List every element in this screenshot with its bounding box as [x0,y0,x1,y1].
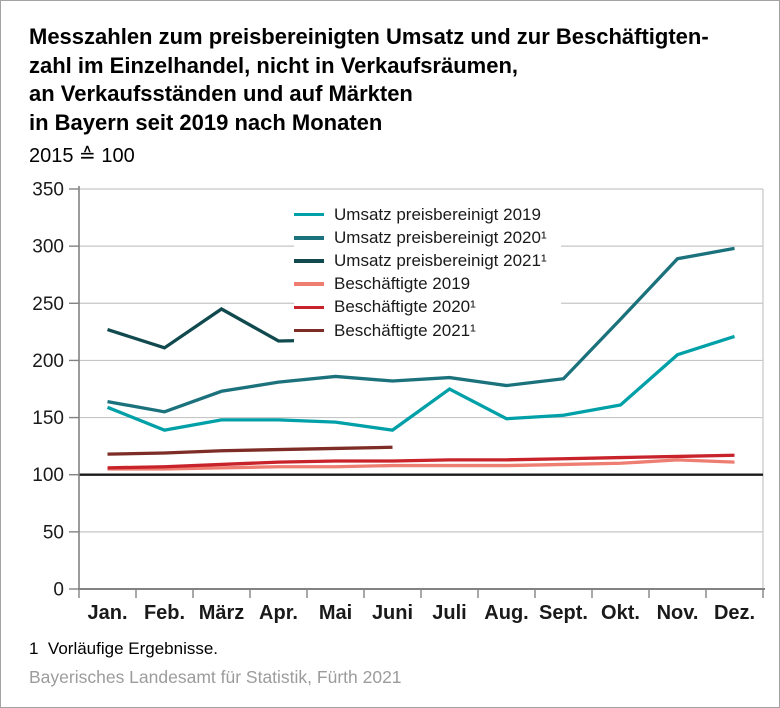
legend-item-2: Umsatz preisbereinigt 2021¹ [294,249,547,272]
source-line: Bayerisches Landesamt für Statistik, Für… [29,667,402,687]
legend-label: Umsatz preisbereinigt 2019 [334,204,541,224]
series-line-5 [107,445,393,456]
legend-label: Beschäftigte 2019 [334,274,471,294]
y-tick-label: 0 [53,580,64,601]
x-tick-label: Sept. [539,602,588,624]
legend-swatch [294,259,324,263]
footnote-text: Vorläufige Ergebnisse. [47,639,219,658]
footnote-marker: 1 [29,639,39,658]
y-tick-label: 50 [43,522,64,543]
x-tick-label: Okt. [601,602,640,624]
title-line-3: an Verkaufsständen und auf Märkten [29,81,413,106]
series-line-0 [106,334,736,432]
legend-swatch [294,282,324,286]
footnote: 1 Vorläufige Ergebnisse. [29,639,218,659]
title-line-1: Messzahlen zum preisbereinigten Umsatz u… [29,24,709,49]
title-line-2: zahl im Einzelhandel, nicht in Verkaufsr… [29,52,519,78]
chart-subtitle: 2015 ≙ 100 [29,145,135,167]
legend-label: Beschäftigte 2021¹ [334,320,476,340]
x-tick-label: Jan. [87,602,127,624]
x-tick-label: Apr. [259,602,298,624]
y-tick-label: 350 [32,180,64,201]
legend-swatch [294,212,324,217]
title-line-4: in Bayern seit 2019 nach Monaten [29,109,383,135]
legend-item-3: Beschäftigte 2019 [294,273,547,296]
x-tick-label: Aug. [484,602,528,624]
y-tick-label: 200 [32,351,64,372]
legend-label: Beschäftigte 2020¹ [334,297,476,317]
series-line-1 [107,246,735,414]
legend-swatch [294,328,324,333]
legend-swatch [294,305,324,310]
y-tick-label: 250 [32,294,64,315]
x-tick-label: Nov. [657,602,699,624]
x-tick-label: Juni [372,602,413,624]
legend-swatch [294,235,324,240]
x-tick-label: Juli [432,602,466,624]
legend-label: Umsatz preisbereinigt 2020¹ [334,227,547,247]
series-line-3 [107,458,735,471]
legend-label: Umsatz preisbereinigt 2021¹ [334,250,547,270]
y-tick-label: 100 [32,465,64,486]
legend-item-0: Umsatz preisbereinigt 2019 [294,203,547,226]
x-tick-label: Dez. [714,602,755,624]
chart-legend: Umsatz preisbereinigt 2019 Umsatz preisbe… [294,201,561,345]
x-tick-label: März [199,602,245,624]
legend-item-1: Umsatz preisbereinigt 2020¹ [294,226,547,249]
y-tick-label: 300 [32,237,64,258]
chart-title: Messzahlen zum preisbereinigten Umsatz u… [29,23,709,168]
series-line-4 [107,453,735,470]
legend-item-4: Beschäftigte 2020¹ [294,296,547,319]
x-tick-label: Feb. [144,602,185,624]
x-tick-label: Mai [319,602,352,624]
y-tick-label: 150 [32,408,64,429]
legend-item-5: Beschäftigte 2021¹ [294,319,547,342]
